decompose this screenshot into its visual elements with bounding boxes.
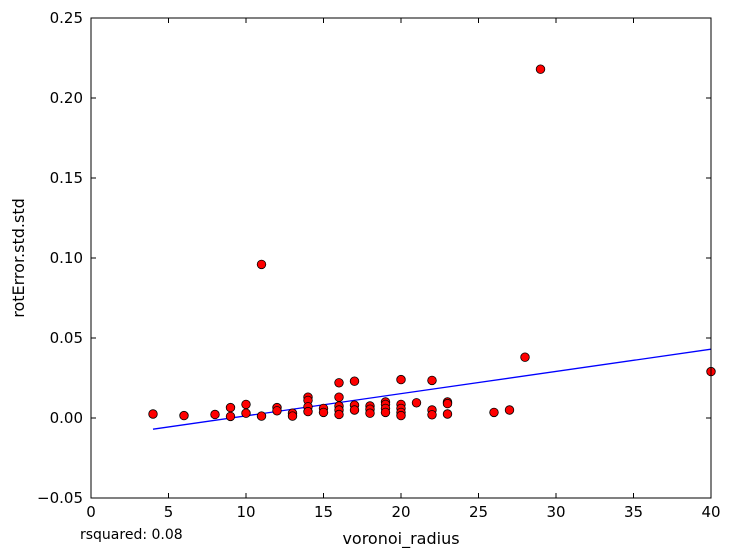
- data-point: [442, 409, 453, 419]
- plot-frame: [90, 17, 712, 499]
- data-point: [318, 407, 329, 418]
- data-point: [287, 411, 298, 421]
- rsquared-annotation: rsquared: 0.08: [80, 527, 183, 543]
- axis-ticks: [90, 17, 712, 499]
- y-tick-label: 0.25: [50, 9, 83, 27]
- x-axis-label: voronoi_radius: [342, 529, 459, 549]
- data-point: [442, 398, 453, 409]
- y-tick-label: 0.20: [50, 89, 83, 107]
- data-point: [303, 406, 313, 417]
- x-tick-label: 25: [469, 503, 488, 521]
- y-tick-label: 0.05: [50, 329, 83, 347]
- data-point: [349, 376, 360, 386]
- data-point: [272, 406, 282, 416]
- x-tick-label: 20: [391, 503, 410, 521]
- data-points: [148, 64, 716, 422]
- data-point: [411, 398, 422, 408]
- data-point: [520, 352, 530, 362]
- data-point: [427, 410, 437, 420]
- tick-labels: 0 5 10 15 20 25 30 35 40 −0.05 0.00 0.05 0.10 0.15 0.2…: [37, 9, 721, 521]
- data-point: [349, 405, 360, 415]
- data-point: [241, 399, 251, 410]
- y-axis-label: rotError.std.std: [9, 198, 28, 318]
- data-point: [256, 411, 267, 421]
- data-point: [427, 375, 437, 386]
- data-point: [535, 64, 546, 74]
- x-tick-label: 10: [236, 503, 255, 521]
- y-tick-label: 0.10: [50, 249, 83, 267]
- x-tick-label: 40: [701, 503, 720, 521]
- data-point: [396, 410, 406, 421]
- data-point: [210, 409, 220, 420]
- data-point: [225, 402, 236, 413]
- data-point: [365, 408, 375, 418]
- data-point: [380, 407, 391, 418]
- data-point: [148, 409, 158, 419]
- x-tick-label: 5: [164, 503, 174, 521]
- data-point: [256, 259, 267, 270]
- data-point: [179, 410, 189, 421]
- x-tick-label: 15: [314, 503, 333, 521]
- data-point: [241, 408, 251, 418]
- data-point: [225, 411, 236, 422]
- x-tick-label: 30: [546, 503, 565, 521]
- data-point: [334, 378, 344, 388]
- data-point: [396, 374, 406, 385]
- data-point: [504, 405, 515, 415]
- data-point: [334, 409, 344, 420]
- data-point: [489, 407, 499, 418]
- x-tick-label: 0: [86, 503, 96, 521]
- y-tick-label: 0.00: [50, 409, 83, 427]
- y-tick-label: −0.05: [37, 489, 83, 507]
- y-tick-label: 0.15: [50, 169, 83, 187]
- data-point: [334, 392, 344, 402]
- x-tick-label: 35: [624, 503, 643, 521]
